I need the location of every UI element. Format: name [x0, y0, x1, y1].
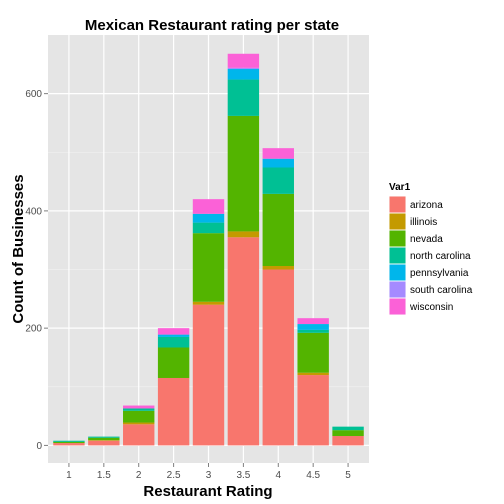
- legend-label: north carolina: [410, 251, 471, 262]
- bar-segment: [157, 334, 190, 337]
- bar-segment: [123, 405, 155, 409]
- legend-key: [389, 298, 406, 315]
- bar-segment: [123, 424, 155, 446]
- bar-segment: [88, 436, 120, 438]
- bars: [53, 53, 364, 446]
- bar-segment: [297, 324, 329, 330]
- x-tick-label: 5: [345, 470, 351, 481]
- bar-segment: [262, 167, 294, 194]
- bar-segment: [192, 233, 225, 302]
- bar-segment: [123, 408, 155, 411]
- bar-segment: [297, 372, 329, 376]
- legend-key: [389, 196, 406, 213]
- x-tick-label: 4.5: [306, 470, 320, 481]
- legend-key: [389, 230, 406, 247]
- bar-segment: [123, 410, 155, 423]
- bar-segment: [227, 115, 260, 232]
- bar-segment: [227, 231, 260, 238]
- x-tick-label: 1: [66, 470, 72, 481]
- x-tick-label: 2: [136, 470, 142, 481]
- bar-segment: [262, 158, 294, 168]
- legend-items: arizona illinois nevada north carolina penns…: [388, 195, 473, 316]
- bar-segment: [227, 53, 260, 68]
- bar-segment: [297, 375, 329, 446]
- legend-label: wisconsin: [409, 302, 453, 313]
- bar-segment: [262, 148, 294, 159]
- bar-segment: [227, 69, 260, 80]
- bar-segment: [53, 443, 85, 446]
- legend-label: pennsylvania: [410, 268, 469, 279]
- legend-title: Var1: [389, 182, 411, 193]
- bar-segment: [88, 440, 120, 446]
- bar-segment: [297, 332, 329, 373]
- bar-segment: [192, 301, 225, 305]
- y-tick-label: 600: [25, 89, 42, 100]
- legend-key: [389, 213, 406, 230]
- bar-segment: [157, 377, 190, 446]
- x-axis-title: Restaurant Rating: [143, 483, 272, 500]
- bar-segment: [157, 336, 190, 348]
- y-tick-label: 400: [25, 206, 42, 217]
- legend-label: nevada: [410, 234, 443, 245]
- legend: Var1 arizona illinois nevada north carolina…: [388, 182, 473, 316]
- chart-title: Mexican Restaurant rating per state: [85, 17, 339, 34]
- bar-segment: [297, 318, 329, 325]
- bar-segment: [88, 437, 120, 441]
- legend-key: [389, 264, 406, 281]
- bar-segment: [227, 237, 260, 446]
- bar-segment: [123, 422, 155, 425]
- legend-label: south carolina: [410, 285, 473, 296]
- bar-segment: [192, 304, 225, 446]
- x-axis-ticks: 1 1.5 2 2.5 3 3.5 4 4.5 5: [66, 463, 351, 481]
- bar-segment: [227, 67, 260, 70]
- bar-segment: [332, 430, 364, 437]
- x-tick-label: 1.5: [97, 470, 111, 481]
- bar-segment: [88, 440, 120, 441]
- bar-segment: [262, 266, 294, 270]
- bar-segment: [53, 440, 85, 442]
- bar-segment: [332, 426, 364, 431]
- bar-segment: [157, 347, 190, 378]
- x-tick-label: 4: [276, 470, 282, 481]
- bar-segment: [53, 441, 85, 444]
- bar-segment: [192, 213, 225, 223]
- y-axis-title: Count of Businesses: [10, 174, 27, 323]
- bar-segment: [192, 199, 225, 214]
- bar-segment: [157, 328, 190, 335]
- bar-segment: [262, 269, 294, 446]
- bar-segment: [227, 79, 260, 116]
- x-tick-label: 3: [206, 470, 212, 481]
- y-tick-label: 200: [25, 324, 42, 335]
- y-tick-label: 0: [36, 441, 42, 452]
- x-tick-label: 3.5: [236, 470, 250, 481]
- x-tick-label: 2.5: [167, 470, 181, 481]
- bar-segment: [262, 193, 294, 267]
- bar-segment: [297, 329, 329, 333]
- legend-key: [389, 247, 406, 264]
- y-axis-ticks: 0 200 400 600: [25, 89, 48, 452]
- bar-segment: [192, 222, 225, 234]
- legend-label: arizona: [410, 200, 443, 211]
- legend-label: illinois: [410, 217, 437, 228]
- bar-segment: [332, 436, 364, 446]
- legend-key: [389, 281, 406, 298]
